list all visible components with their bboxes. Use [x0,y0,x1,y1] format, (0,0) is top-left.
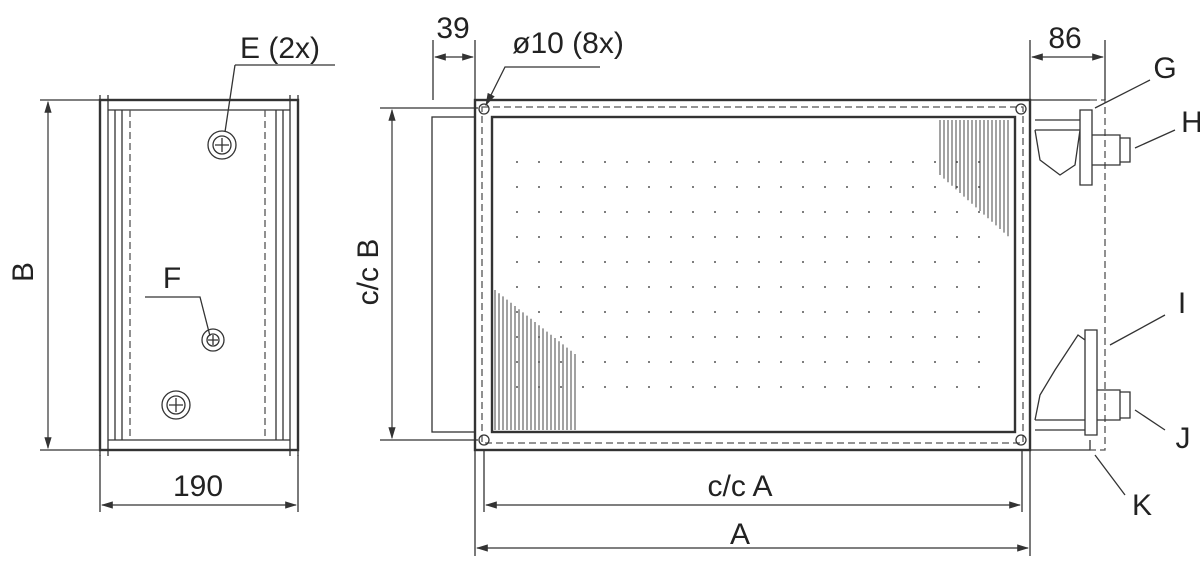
label-a: A [730,518,750,551]
label-39: 39 [436,12,469,45]
label-ccb: c/c B [352,239,385,306]
label-j: J [1176,422,1191,455]
label-hole: ø10 (8x) [512,27,624,60]
label-g: G [1153,52,1176,85]
label-86: 86 [1048,22,1081,55]
label-h: H [1181,106,1200,139]
label-b: B [7,262,40,282]
front-view [380,40,1176,556]
label-f: F [163,262,181,295]
label-190: 190 [173,470,223,503]
label-e: E (2x) [240,32,320,65]
label-cca: c/c A [707,470,772,503]
side-view [40,64,335,512]
label-k: K [1132,489,1152,522]
label-i: I [1178,287,1186,320]
